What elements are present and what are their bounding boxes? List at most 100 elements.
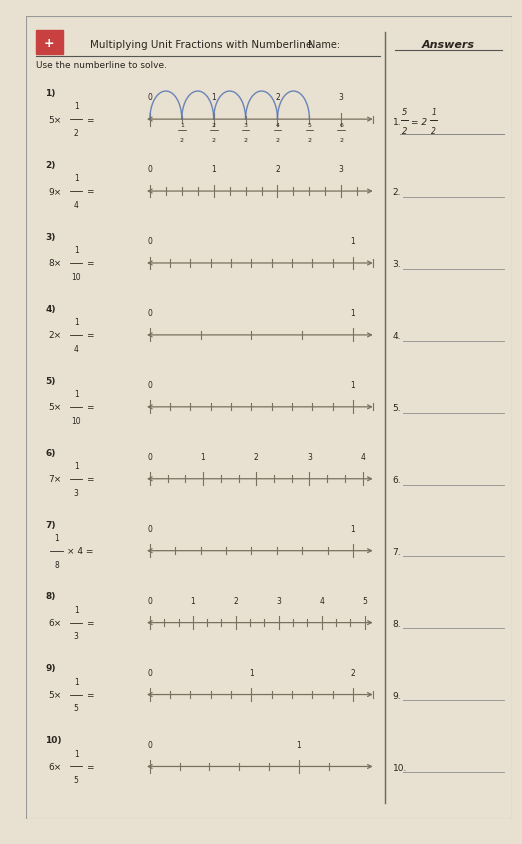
Text: =: = (86, 259, 93, 268)
Text: 6.: 6. (393, 476, 401, 484)
Text: 9.: 9. (393, 691, 401, 701)
Text: 1: 1 (180, 123, 184, 128)
Text: 2: 2 (339, 138, 343, 143)
Text: 1: 1 (74, 246, 78, 255)
Text: 2: 2 (212, 138, 216, 143)
Text: 6×: 6× (48, 762, 61, 771)
Text: 1: 1 (74, 749, 78, 758)
Text: 6): 6) (45, 448, 56, 457)
Text: 1): 1) (45, 89, 56, 98)
Text: 1: 1 (54, 533, 59, 542)
Text: 1.: 1. (393, 117, 401, 127)
Text: 1: 1 (191, 596, 195, 605)
Text: 2: 2 (74, 129, 78, 138)
Text: 5×: 5× (48, 690, 61, 699)
Text: 2×: 2× (48, 331, 61, 340)
Text: 9): 9) (45, 663, 56, 673)
Text: 1: 1 (200, 452, 206, 462)
Text: 3: 3 (339, 165, 344, 174)
Text: 5: 5 (74, 704, 78, 712)
Text: 4: 4 (74, 201, 78, 209)
Text: 2: 2 (276, 138, 279, 143)
Text: 7×: 7× (48, 474, 61, 484)
Text: 1: 1 (74, 677, 78, 686)
Text: 9×: 9× (48, 187, 61, 197)
Text: 0: 0 (147, 740, 152, 749)
Text: 2: 2 (307, 138, 312, 143)
Text: 2: 2 (432, 127, 436, 136)
Text: 1: 1 (74, 317, 78, 327)
Text: Name:: Name: (307, 40, 340, 50)
Text: 8×: 8× (48, 259, 61, 268)
Text: 3: 3 (74, 488, 78, 497)
Text: 10: 10 (72, 273, 81, 282)
Text: 1: 1 (211, 94, 216, 102)
Text: 10.: 10. (393, 763, 407, 772)
Text: 3: 3 (244, 123, 247, 128)
Text: 3): 3) (45, 233, 56, 241)
Text: 2: 2 (275, 94, 280, 102)
Text: 5.: 5. (393, 403, 401, 413)
Text: 1: 1 (74, 102, 78, 111)
Text: 2: 2 (212, 123, 216, 128)
Text: 1: 1 (432, 108, 436, 117)
Text: 6: 6 (339, 123, 343, 128)
Text: 1: 1 (211, 165, 216, 174)
Text: +: + (44, 37, 55, 50)
Text: × 4 =: × 4 = (67, 547, 94, 555)
Text: 2: 2 (275, 165, 280, 174)
Text: =: = (86, 474, 93, 484)
Text: 1: 1 (74, 174, 78, 183)
Text: Answers: Answers (422, 40, 475, 50)
Text: 1: 1 (74, 462, 78, 470)
Text: 8.: 8. (393, 619, 401, 628)
Text: 2: 2 (244, 138, 247, 143)
Text: 2): 2) (45, 160, 56, 170)
Text: 6×: 6× (48, 619, 61, 627)
Text: 2.: 2. (393, 188, 401, 197)
Text: 2: 2 (351, 668, 355, 677)
Text: 5: 5 (362, 596, 367, 605)
Text: 5): 5) (45, 376, 56, 385)
Text: 10: 10 (72, 416, 81, 425)
Text: 8): 8) (45, 592, 56, 601)
Text: 7.: 7. (393, 548, 401, 556)
Text: =: = (86, 187, 93, 197)
Text: 0: 0 (147, 309, 152, 318)
Text: 1: 1 (249, 668, 254, 677)
Text: 0: 0 (147, 94, 152, 102)
Text: 0: 0 (147, 381, 152, 390)
Text: 5×: 5× (48, 116, 61, 124)
Text: 2: 2 (254, 452, 258, 462)
Text: =: = (86, 762, 93, 771)
Text: 2: 2 (233, 596, 238, 605)
Text: 10): 10) (45, 735, 62, 744)
Text: 1: 1 (74, 390, 78, 398)
Text: 3: 3 (307, 452, 312, 462)
Text: 5×: 5× (48, 403, 61, 412)
Text: 2: 2 (402, 127, 408, 136)
Text: 4: 4 (276, 123, 279, 128)
Text: 4: 4 (360, 452, 365, 462)
Text: =: = (86, 690, 93, 699)
Text: 1: 1 (351, 309, 355, 318)
Text: =: = (86, 619, 93, 627)
Text: 5: 5 (74, 776, 78, 784)
Text: 0: 0 (147, 165, 152, 174)
Text: 1: 1 (351, 381, 355, 390)
Text: 1: 1 (351, 524, 355, 533)
Text: 1: 1 (296, 740, 301, 749)
Text: 0: 0 (147, 668, 152, 677)
Text: 4: 4 (74, 344, 78, 354)
Text: 4: 4 (319, 596, 324, 605)
Text: =: = (86, 403, 93, 412)
Text: 1: 1 (74, 605, 78, 614)
Text: 7): 7) (45, 520, 56, 529)
Bar (36, 31, 63, 56)
Text: 4.: 4. (393, 332, 401, 341)
Text: 3: 3 (339, 94, 344, 102)
Text: 3: 3 (276, 596, 281, 605)
Text: 3: 3 (74, 631, 78, 641)
Text: 0: 0 (147, 596, 152, 605)
Text: =: = (86, 331, 93, 340)
